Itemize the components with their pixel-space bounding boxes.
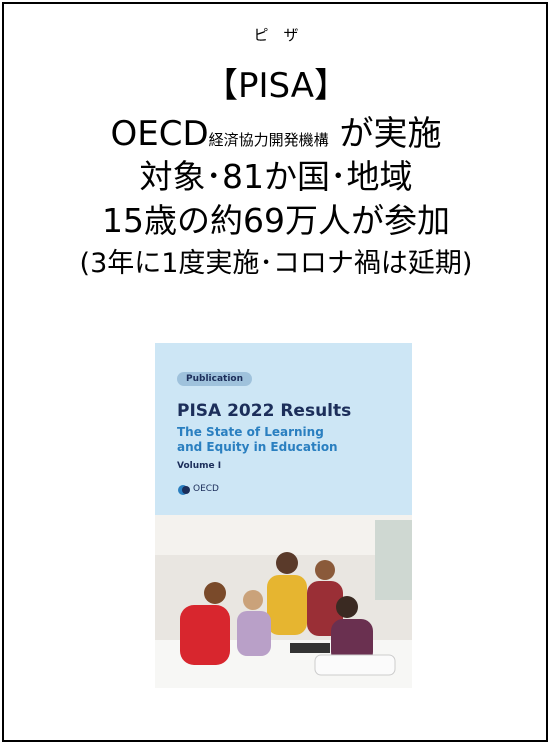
oecd-name: 経済協力開発機構 bbox=[208, 131, 329, 149]
oecd: OECD bbox=[110, 114, 209, 154]
title: 【PISA】 bbox=[203, 66, 348, 106]
line: (3年に1度実施･コロナ禍は延期) bbox=[79, 248, 473, 279]
cover-subtitle: and Equity in Education bbox=[177, 440, 338, 454]
cover-subtitle: The State of Learning bbox=[177, 425, 324, 439]
cover-title: PISA 2022 Results bbox=[177, 401, 352, 421]
oecd-suffix: が実施 bbox=[339, 114, 442, 154]
ruby: ピ ザ bbox=[253, 26, 299, 44]
line: 対象･81か国･地域 bbox=[139, 157, 413, 196]
volume: Volume I bbox=[177, 461, 222, 471]
cover-photo bbox=[155, 515, 412, 688]
badge: Publication bbox=[177, 372, 253, 386]
logo-icon bbox=[178, 485, 190, 495]
cover-top bbox=[155, 343, 412, 515]
line: 15歳の約69万人が参加 bbox=[102, 201, 450, 240]
book-cover: Publication PISA 2022 Results The State … bbox=[155, 343, 412, 688]
logo: OECD bbox=[193, 484, 219, 494]
oecd-line: OECD経済協力開発機構 が実施 bbox=[0, 106, 552, 155]
